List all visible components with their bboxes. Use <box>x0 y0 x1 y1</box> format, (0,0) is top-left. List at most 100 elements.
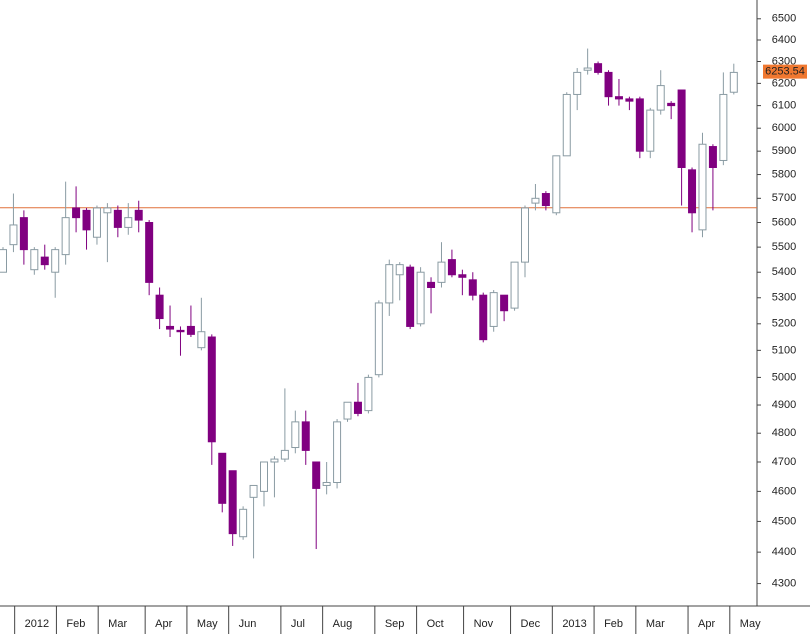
last-price-label: 6253.54 <box>765 66 805 78</box>
candle-body <box>260 461 268 492</box>
x-tick-label: Oct <box>427 618 444 630</box>
candle-body <box>218 452 227 504</box>
candle-body <box>427 281 436 288</box>
candle-body <box>364 376 373 412</box>
candle-body <box>103 207 112 214</box>
candle-body <box>552 155 561 214</box>
candle-body <box>353 401 362 414</box>
candle-body <box>729 71 738 93</box>
y-tick-label: 5400 <box>772 266 796 278</box>
x-tick-label: Sep <box>385 618 405 630</box>
x-tick-label: Feb <box>66 618 85 630</box>
y-tick-label: 6200 <box>772 77 796 89</box>
candle-body <box>270 458 279 463</box>
y-tick-label: 4300 <box>772 577 796 589</box>
candle-body <box>500 294 509 312</box>
candle-body <box>239 508 248 538</box>
candle-body <box>489 292 498 327</box>
y-tick-label: 6100 <box>772 100 796 112</box>
candle-body <box>583 67 592 71</box>
x-tick-label: Dec <box>521 618 541 630</box>
candle-body <box>291 421 300 449</box>
x-tick-label: Jun <box>239 618 257 630</box>
last-price-box <box>763 64 807 79</box>
candle-body <box>19 217 28 251</box>
y-tick-label: 5900 <box>772 145 796 157</box>
y-tick-label: 6500 <box>772 13 796 25</box>
candle-body <box>9 224 18 246</box>
candle-body <box>82 209 91 231</box>
candle-body <box>458 274 467 278</box>
candle-body <box>667 102 676 107</box>
candle-body <box>656 85 665 111</box>
y-tick-label: 4600 <box>772 485 796 497</box>
x-tick-label: Mar <box>108 618 127 630</box>
y-tick-label: 4900 <box>772 399 796 411</box>
candle-body <box>374 302 383 376</box>
x-tick-label: Apr <box>698 618 715 630</box>
candle-body <box>249 484 258 498</box>
y-tick-label: 5000 <box>772 371 796 383</box>
candle-body <box>541 193 550 207</box>
candle-body <box>228 470 237 535</box>
candle-body <box>406 266 415 327</box>
candle-body <box>145 222 154 283</box>
y-tick-label: 4800 <box>772 427 796 439</box>
y-tick-label: 6000 <box>772 122 796 134</box>
candle-body <box>385 264 394 304</box>
y-tick-label: 5800 <box>772 168 796 180</box>
candle-body <box>646 109 655 152</box>
x-tick-label: Feb <box>604 618 623 630</box>
candle-body <box>197 331 206 349</box>
x-tick-label: May <box>197 618 218 630</box>
candle-body <box>166 325 175 330</box>
candle-body <box>604 71 613 98</box>
candle-body <box>207 336 216 443</box>
y-tick-label: 5500 <box>772 241 796 253</box>
candle-body <box>333 421 342 483</box>
x-tick-label: May <box>740 618 761 630</box>
candle-body <box>437 261 446 283</box>
candle-body <box>343 401 352 420</box>
candle-body <box>416 271 425 325</box>
candle-body <box>113 209 122 228</box>
candle-body <box>124 217 133 228</box>
y-tick-label: 6300 <box>772 55 796 67</box>
candle-body <box>61 217 70 256</box>
y-tick-label: 5700 <box>772 192 796 204</box>
x-tick-label: Nov <box>474 618 494 630</box>
candle-body <box>280 449 289 460</box>
candle-body <box>72 207 81 219</box>
x-tick-label: 2012 <box>25 618 49 630</box>
y-tick-label: 5600 <box>772 216 796 228</box>
candle-body <box>708 146 717 168</box>
y-tick-label: 6400 <box>772 34 796 46</box>
candle-body <box>322 481 331 486</box>
candle-body <box>594 63 603 73</box>
candle-body <box>625 98 634 102</box>
candle-body <box>531 197 540 204</box>
candle-body <box>614 96 623 100</box>
y-tick-label: 4400 <box>772 546 796 558</box>
x-tick-label: Apr <box>155 618 172 630</box>
y-tick-label: 5100 <box>772 344 796 356</box>
candle-body <box>312 461 321 489</box>
candle-body <box>301 421 310 451</box>
candle-body <box>40 256 49 266</box>
candle-body <box>510 261 519 309</box>
candle-body <box>395 264 404 276</box>
y-tick-label: 5300 <box>772 292 796 304</box>
candle-body <box>479 294 488 341</box>
candle-body <box>573 71 582 95</box>
candle-body <box>176 329 185 333</box>
candle-body <box>521 207 529 263</box>
x-tick-label: 2013 <box>562 618 586 630</box>
candle-body <box>688 169 697 214</box>
candle-body <box>719 93 728 161</box>
candle-body <box>698 143 707 231</box>
y-tick-label: 4700 <box>772 456 796 468</box>
candle-body <box>562 93 571 157</box>
x-tick-label: Mar <box>646 618 665 630</box>
